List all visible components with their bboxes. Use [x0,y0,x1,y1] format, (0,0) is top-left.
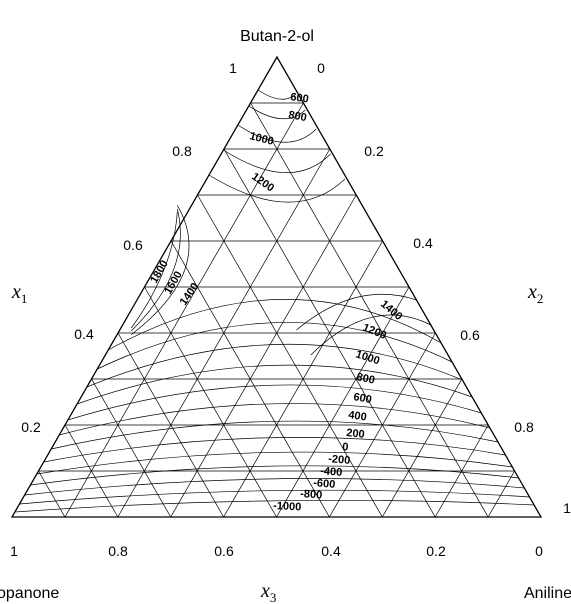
contour-curve [86,344,463,388]
contour-label-1400-left: 1400 [178,281,202,308]
contour-label-800-right: 800 [355,371,375,387]
vertex-label-bottom-left: opanone [0,585,59,602]
contour-curve [131,205,190,335]
contour-label-1000: 1000 [248,130,275,148]
contour-label-0-right: 0 [342,441,349,453]
contour-curve [51,420,499,450]
tick-bottom-0.6: 0.6 [214,543,234,559]
tick-bottom-0.4: 0.4 [321,543,341,559]
tick-right-0.8: 0.8 [514,419,534,435]
tick-bottom-0: 0 [535,543,543,559]
grid-line-right-family [64,102,304,518]
contour-curve [67,384,482,421]
contour-label-1200: 1200 [249,171,276,195]
contour-label-1200-right: 1200 [361,322,388,342]
axis-label-x1: x1 [11,281,27,306]
grid-line-right-family [170,194,357,518]
grid-line-left-family [117,332,224,518]
grid-line-right-family [487,470,515,518]
tick-left-0.6: 0.6 [123,237,143,253]
tick-left-0.4: 0.4 [74,326,94,342]
contour-label-200-right: 200 [346,427,366,441]
contour-curve [108,299,442,351]
contour-label-minus400: -400 [320,465,343,479]
contour-curve [30,465,519,486]
grid-line-left-family [250,102,489,518]
contour-curve [131,211,178,329]
tick-left-1: 1 [229,60,237,76]
contour-label-minus200: -200 [328,453,351,467]
contour-curve [223,149,331,173]
tick-bottom-0.2: 0.2 [426,543,446,559]
vertex-label-top: Butan-2-ol [240,28,314,45]
contour-curve [257,89,297,100]
triangle-frame [10,55,543,518]
axis-label-x3: x3 [260,580,276,604]
tick-bottom-1: 1 [10,543,18,559]
tick-right-0.6: 0.6 [460,327,480,343]
contour-label-400-right: 400 [348,409,368,423]
contour-label-1000-right: 1000 [354,348,381,367]
contour-label-minus800: -800 [300,488,323,502]
contour-label-800: 800 [287,109,307,124]
contour-curve [131,208,181,332]
contour-curve [59,403,490,436]
contour-curve [19,489,530,505]
contour-curve [43,437,506,463]
grid-line-right-family [276,286,410,518]
contour-label-600: 600 [290,91,310,105]
contour-label-minus600: -600 [313,477,336,491]
tick-right-0.4: 0.4 [413,235,433,251]
grid-lines [38,102,515,518]
contour-curve [97,322,453,370]
contour-lines [14,89,535,513]
contour-curve [296,294,417,331]
contour-curve [76,364,473,405]
vertex-label-bottom-right: Aniline [524,585,571,602]
tick-bottom-0.8: 0.8 [108,543,128,559]
contour-curve [14,499,535,513]
tick-left-0.2: 0.2 [21,419,41,435]
contour-curve [208,174,346,203]
contour-curve [36,451,513,475]
contour-label-minus1000: -1000 [273,500,302,513]
tick-right-0.2: 0.2 [364,143,384,159]
contour-curve [237,124,317,143]
contour-curve [24,478,525,496]
tick-left-0.8: 0.8 [172,143,192,159]
grid-line-left-family [144,286,277,518]
contour-label-1600: 1600 [162,269,185,296]
tick-right-1: 1 [563,500,571,516]
grid-line-right-family [381,378,463,518]
axis-label-x2: x2 [527,281,543,306]
contour-label-600-right: 600 [352,391,372,406]
contour-curve [310,314,431,356]
tick-right-0: 0 [317,60,325,76]
grid-line-left-family [197,194,383,518]
contour-curve [248,105,306,120]
grid-line-left-family [64,424,119,518]
